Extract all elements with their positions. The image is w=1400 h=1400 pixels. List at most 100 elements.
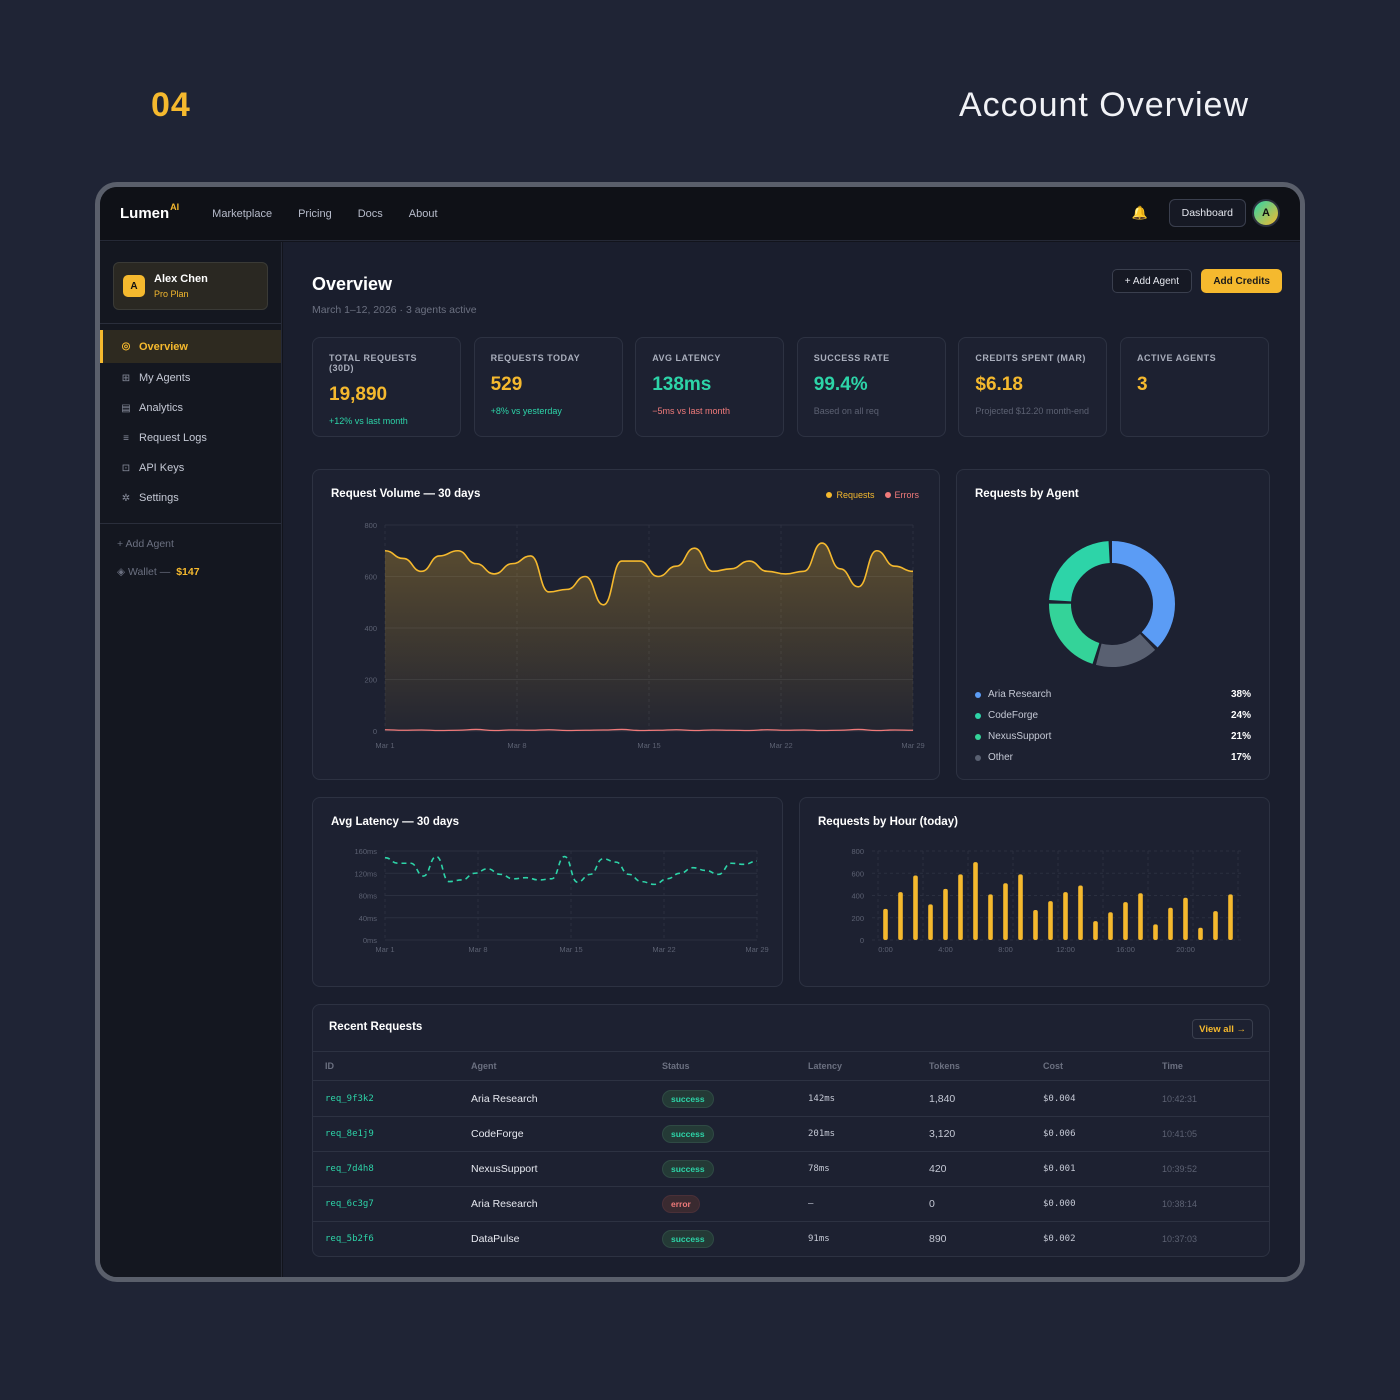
cell-id: req_7d4h8 [325, 1152, 374, 1186]
stat-card: REQUESTS TODAY 529 +8% vs yesterday [473, 337, 623, 437]
agent-percent: 17% [1230, 752, 1251, 763]
hour-bar [1048, 901, 1053, 940]
x-tick-label: Mar 22 [652, 945, 675, 954]
sidebar-add-agent[interactable]: + Add Agent [117, 538, 174, 550]
page-subtitle: March 1–12, 2026 · 3 agents active [312, 304, 477, 316]
user-card[interactable]: A Alex Chen Pro Plan [113, 262, 268, 310]
cell-agent: CodeForge [471, 1117, 524, 1151]
stat-card: SUCCESS RATE 99.4% Based on all req [796, 337, 946, 437]
cell-agent-text: Aria Research [471, 1093, 538, 1105]
hour-bar [988, 894, 993, 940]
cell-latency: — [808, 1187, 813, 1221]
column-header-agent: Agent [471, 1061, 497, 1071]
dashboard-button[interactable]: Dashboard [1168, 199, 1246, 227]
nav-marketplace[interactable]: Marketplace [212, 207, 273, 220]
cell-latency: 142ms [808, 1082, 835, 1116]
cell-time-text: 10:39:52 [1162, 1164, 1198, 1174]
status-badge: success [662, 1090, 714, 1108]
sidebar-nav: ◎ Overview ⊞ My Agents ▤ Analytics ≡ Request… [100, 330, 281, 513]
stat-label: ACTIVE AGENTS [1137, 353, 1217, 363]
sidebar-item-request-logs[interactable]: ≡ Request Logs [100, 423, 281, 453]
cell-tokens: 890 [929, 1222, 947, 1256]
hour-bar [1198, 927, 1203, 940]
request-volume-card: Request Volume — 30 days Requests Errors… [312, 469, 940, 780]
stat-value: 529 [490, 374, 523, 395]
slide-title: Account Overview [959, 86, 1249, 124]
cell-latency-text: 142ms [808, 1094, 836, 1104]
wallet-amount: $147 [176, 566, 200, 578]
x-tick-label: 20:00 [1176, 945, 1195, 954]
cell-agent-text: Aria Research [471, 1198, 538, 1210]
table-row[interactable]: req_5b2f6 DataPulse success 91ms 890 $0.002 10… [313, 1222, 1269, 1256]
requests-line [384, 542, 914, 606]
cell-cost: $0.002 [1043, 1222, 1076, 1256]
cell-tokens: 1,840 [929, 1082, 955, 1116]
y-tick-label: 0ms [363, 936, 377, 945]
legend-requests-label: Requests [836, 490, 875, 500]
nav-docs[interactable]: Docs [357, 207, 383, 220]
agent-legend: Aria Research 38% CodeForge 24% NexusSupport… [975, 684, 1251, 768]
request-volume-legend: Requests Errors [826, 490, 919, 500]
agent-name: Aria Research [988, 689, 1052, 700]
sidebar-wallet: ◈ Wallet — $147 [117, 566, 200, 578]
nav-pricing[interactable]: Pricing [298, 207, 332, 220]
user-plan: Pro Plan [154, 289, 189, 299]
latency-line [384, 855, 758, 886]
main-content: Overview March 1–12, 2026 · 3 agents act… [283, 242, 1300, 1277]
agent-legend-row: Other 17% [975, 747, 1251, 768]
user-name: Alex Chen [154, 273, 208, 285]
cell-agent: NexusSupport [471, 1152, 538, 1186]
cell-status: error [662, 1187, 700, 1221]
x-tick-label: 12:00 [1056, 945, 1075, 954]
requests-area [385, 543, 913, 731]
hour-bar [1183, 897, 1188, 940]
x-tick-label: Mar 8 [507, 741, 526, 750]
hour-bar [958, 874, 963, 940]
nav-about[interactable]: About [408, 207, 438, 220]
hour-bar [1228, 894, 1233, 940]
status-badge: success [662, 1160, 714, 1178]
sidebar-item-label: My Agents [139, 372, 191, 384]
logo[interactable]: Lumen AI [120, 202, 180, 222]
avatar[interactable]: A [1252, 199, 1280, 227]
bell-icon[interactable]: 🔔 [1131, 205, 1148, 220]
overview-icon: ◎ [121, 341, 131, 352]
x-tick-label: Mar 29 [745, 945, 768, 954]
stat-card: AVG LATENCY 138ms −5ms vs last month [635, 337, 785, 437]
y-tick-label: 600 [851, 869, 864, 878]
add-agent-button[interactable]: + Add Agent [1111, 269, 1192, 293]
view-all-link[interactable]: View all → [1192, 1019, 1253, 1039]
sidebar-item-overview[interactable]: ◎ Overview [100, 330, 281, 363]
sidebar-item-my-agents[interactable]: ⊞ My Agents [100, 363, 281, 393]
donut-slice [1049, 541, 1175, 667]
recent-requests-title: Recent Requests [329, 1021, 423, 1033]
sidebar-item-analytics[interactable]: ▤ Analytics [100, 393, 281, 423]
cell-time-text: 10:41:05 [1162, 1129, 1198, 1139]
table-row[interactable]: req_8e1j9 CodeForge success 201ms 3,120 $0.00… [313, 1117, 1269, 1152]
cell-latency: 91ms [808, 1222, 830, 1256]
stat-value: 3 [1137, 374, 1148, 395]
stat-value: 99.4% [813, 374, 868, 395]
cell-cost-text: $0.006 [1043, 1129, 1076, 1139]
cell-id-text: req_7d4h8 [325, 1164, 374, 1174]
hour-bar [1168, 907, 1173, 940]
status-badge: success [662, 1125, 714, 1143]
table-row[interactable]: req_6c3g7 Aria Research error — 0 $0.000 10:38… [313, 1187, 1269, 1222]
stat-value: $6.18 [975, 374, 1023, 395]
cell-cost-text: $0.004 [1043, 1094, 1076, 1104]
sidebar-item-label: Overview [139, 340, 188, 353]
sidebar-item-api-keys[interactable]: ⊡ API Keys [100, 453, 281, 483]
logo-superscript: AI [170, 202, 180, 212]
analytics-icon: ▤ [121, 402, 131, 414]
agent-name: CodeForge [988, 710, 1039, 721]
stat-value: 19,890 [329, 384, 388, 405]
requests-by-hour-card: Requests by Hour (today) 800 600 400 200 0 0:… [799, 797, 1270, 987]
sidebar-item-settings[interactable]: ✲ Settings [100, 483, 281, 513]
table-row[interactable]: req_9f3k2 Aria Research success 142ms 1,840 $… [313, 1082, 1269, 1117]
add-credits-button[interactable]: Add Credits [1201, 269, 1282, 293]
stat-card: CREDITS SPENT (MAR) $6.18 Projected $12.20… [958, 337, 1108, 437]
gear-icon: ✲ [121, 492, 131, 504]
legend-dot [975, 733, 981, 740]
table-row[interactable]: req_7d4h8 NexusSupport success 78ms 420 $0.00… [313, 1152, 1269, 1187]
